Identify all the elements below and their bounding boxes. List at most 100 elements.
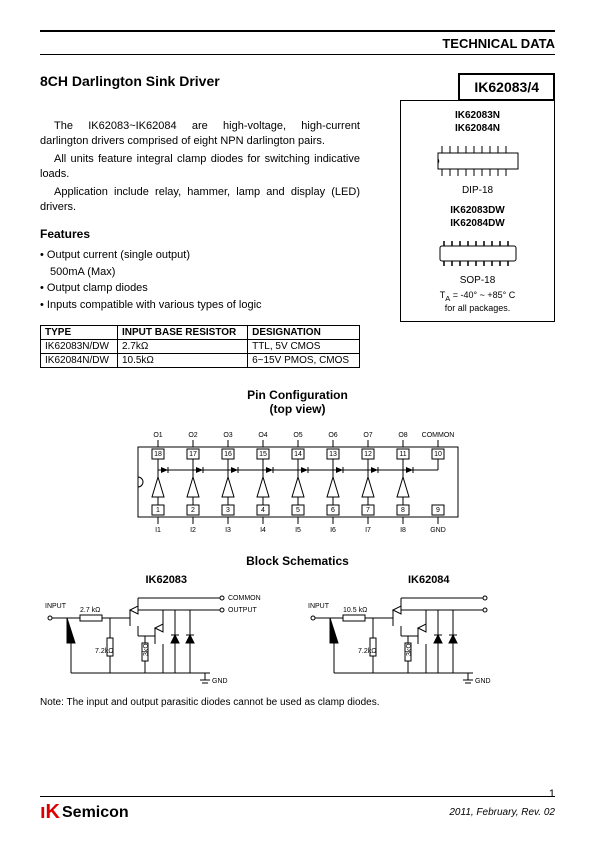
td: IK62083N/DW <box>41 340 118 354</box>
th-type: TYPE <box>41 326 118 340</box>
logo-mark-icon: ıK <box>40 801 60 824</box>
td: IK62084N/DW <box>41 354 118 368</box>
svg-text:O4: O4 <box>258 432 267 439</box>
svg-text:GND: GND <box>475 678 491 685</box>
svg-text:10.5 kΩ: 10.5 kΩ <box>343 607 367 614</box>
schematic-1: INPUT COMMON OUTPUT GND 2.7 kΩ 7.2kΩ 3kΩ <box>40 588 290 688</box>
svg-text:14: 14 <box>294 451 302 458</box>
page-title: 8CH Darlington Sink Driver <box>40 73 220 89</box>
table-row: IK62083N/DW 2.7kΩ TTL, 5V CMOS <box>41 340 360 354</box>
pin-config-heading: Pin Configuration (top view) <box>40 388 555 416</box>
schematic-2: INPUT GND 10.5 kΩ 7.2kΩ 3kΩ <box>303 588 553 688</box>
svg-text:15: 15 <box>259 451 267 458</box>
svg-text:O3: O3 <box>223 432 232 439</box>
schematic-1-label: IK62083 <box>40 574 293 586</box>
svg-text:COMMON: COMMON <box>421 432 454 439</box>
feature-list: • Output current (single output) 500mA (… <box>40 247 360 313</box>
title-row: 8CH Darlington Sink Driver IK62083/4 <box>40 73 555 101</box>
svg-text:COMMON: COMMON <box>228 595 261 602</box>
svg-text:10: 10 <box>434 451 442 458</box>
part-number-box: IK62083/4 <box>458 73 555 101</box>
revision-date: 2011, February, Rev. 02 <box>449 807 555 818</box>
pn-dip1: IK62083N <box>409 109 546 122</box>
dip-label: DIP-18 <box>409 185 546 196</box>
dip-package-icon <box>428 141 528 181</box>
svg-text:O7: O7 <box>363 432 372 439</box>
svg-text:4: 4 <box>261 507 265 514</box>
logo: ıKSemicon <box>40 801 129 824</box>
svg-text:I6: I6 <box>330 527 336 534</box>
svg-text:O6: O6 <box>328 432 337 439</box>
footer: ıKSemicon 2011, February, Rev. 02 <box>40 796 555 824</box>
desc-p2: All units feature integral clamp diodes … <box>40 152 360 183</box>
feature-2: • Output clamp diodes <box>40 280 360 297</box>
pn-sop1: IK62083DW <box>409 204 546 217</box>
header-text: TECHNICAL DATA <box>442 36 555 51</box>
svg-text:I1: I1 <box>155 527 161 534</box>
table-header-row: TYPE INPUT BASE RESISTOR DESIGNATION <box>41 326 360 340</box>
schematic-row: IK62083 <box>40 574 555 693</box>
desc-p3: Application include relay, hammer, lamp … <box>40 185 360 216</box>
svg-text:GND: GND <box>430 527 446 534</box>
block-schematics-heading: Block Schematics <box>40 554 555 568</box>
svg-text:I8: I8 <box>400 527 406 534</box>
svg-text:INPUT: INPUT <box>45 603 67 610</box>
svg-text:7.2kΩ: 7.2kΩ <box>358 648 376 655</box>
svg-text:I7: I7 <box>365 527 371 534</box>
svg-text:2.7 kΩ: 2.7 kΩ <box>80 607 100 614</box>
svg-text:7: 7 <box>366 507 370 514</box>
svg-text:9: 9 <box>436 507 440 514</box>
feature-1: • Output current (single output) <box>40 247 360 264</box>
svg-text:I2: I2 <box>190 527 196 534</box>
svg-text:12: 12 <box>364 451 372 458</box>
td: 10.5kΩ <box>117 354 247 368</box>
svg-text:I4: I4 <box>260 527 266 534</box>
svg-text:8: 8 <box>401 507 405 514</box>
td: TTL, 5V CMOS <box>248 340 360 354</box>
package-info-box: IK62083N IK62084N DIP-18 IK62083DW IK620… <box>400 100 555 322</box>
svg-text:7.2kΩ: 7.2kΩ <box>95 648 113 655</box>
svg-text:3: 3 <box>226 507 230 514</box>
header-bar: TECHNICAL DATA <box>40 30 555 55</box>
sop-package-icon <box>428 236 528 271</box>
th-resistor: INPUT BASE RESISTOR <box>117 326 247 340</box>
svg-text:GND: GND <box>212 678 228 685</box>
logo-text: Semicon <box>62 804 129 822</box>
pkg-note: for all packages. <box>409 303 546 313</box>
svg-text:16: 16 <box>224 451 232 458</box>
td: 6~15V PMOS, CMOS <box>248 354 360 368</box>
svg-text:O8: O8 <box>398 432 407 439</box>
svg-text:2: 2 <box>191 507 195 514</box>
svg-text:5: 5 <box>296 507 300 514</box>
td: 2.7kΩ <box>117 340 247 354</box>
desc-p1: The IK62083~IK62084 are high-voltage, hi… <box>40 119 360 150</box>
svg-text:17: 17 <box>189 451 197 458</box>
type-table: TYPE INPUT BASE RESISTOR DESIGNATION IK6… <box>40 325 360 368</box>
svg-text:O5: O5 <box>293 432 302 439</box>
svg-text:18: 18 <box>154 451 162 458</box>
description: The IK62083~IK62084 are high-voltage, hi… <box>40 119 360 215</box>
feature-1b: 500mA (Max) <box>40 264 360 281</box>
pn-dip2: IK62084N <box>409 122 546 135</box>
svg-text:O1: O1 <box>153 432 162 439</box>
table-row: IK62084N/DW 10.5kΩ 6~15V PMOS, CMOS <box>41 354 360 368</box>
pin-config-diagram: 18 O1 1 I1 17 O2 2 I2 16 O3 3 I3 15 O4 4 I4 14 O5 5 I5 13 O6 6… <box>108 422 488 542</box>
svg-text:3kΩ: 3kΩ <box>143 644 150 657</box>
schematic-2-label: IK62084 <box>303 574 556 586</box>
temp-range: TA = -40° ~ +85° C <box>409 290 546 303</box>
svg-text:1: 1 <box>156 507 160 514</box>
th-designation: DESIGNATION <box>248 326 360 340</box>
svg-text:11: 11 <box>399 451 406 458</box>
pn-sop2: IK62084DW <box>409 217 546 230</box>
sop-label: SOP-18 <box>409 275 546 286</box>
svg-text:6: 6 <box>331 507 335 514</box>
footnote: Note: The input and output parasitic dio… <box>40 697 555 708</box>
svg-text:3kΩ: 3kΩ <box>406 644 413 657</box>
svg-text:INPUT: INPUT <box>308 603 330 610</box>
svg-text:I3: I3 <box>225 527 231 534</box>
features-heading: Features <box>40 227 360 241</box>
svg-text:O2: O2 <box>188 432 197 439</box>
svg-text:I5: I5 <box>295 527 301 534</box>
svg-text:13: 13 <box>329 451 337 458</box>
svg-text:OUTPUT: OUTPUT <box>228 607 258 614</box>
